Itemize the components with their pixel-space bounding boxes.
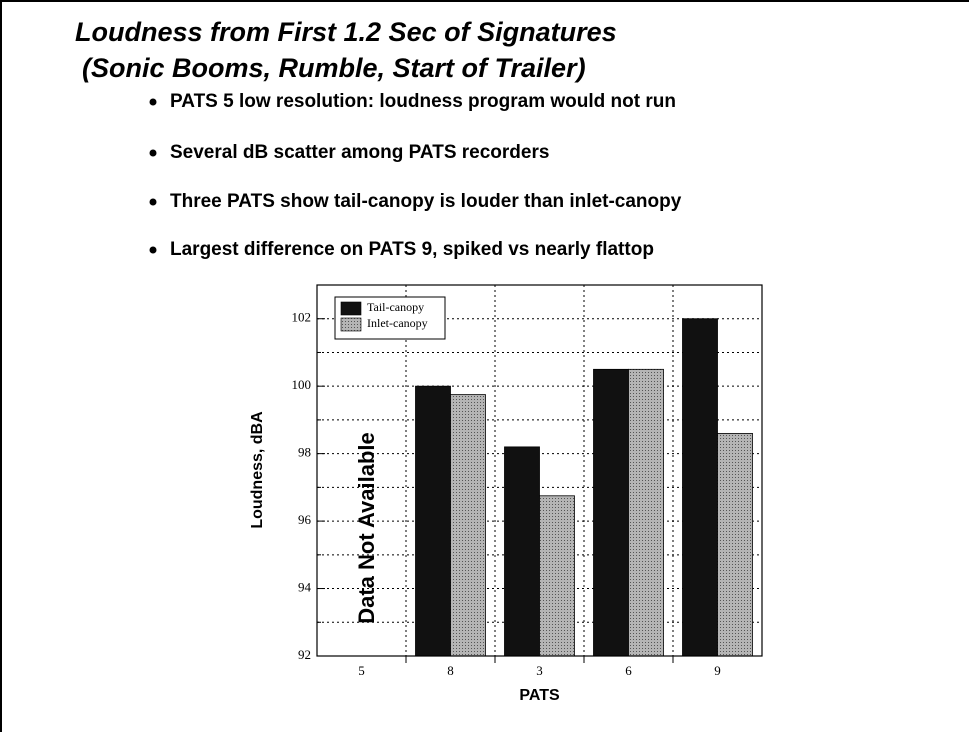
bullet-dot: [149, 98, 157, 106]
bar: [504, 446, 540, 657]
y-tick-label: 98: [298, 445, 311, 460]
y-tick-label: 100: [292, 377, 312, 392]
x-tick-label: 9: [714, 663, 721, 678]
bar: [450, 394, 486, 657]
y-tick-label: 96: [298, 512, 312, 527]
x-tick-label: 6: [625, 663, 632, 678]
x-tick-label: 3: [536, 663, 543, 678]
bullet-text: Several dB scatter among PATS recorders: [170, 142, 549, 163]
bullet-text: Three PATS show tail-canopy is louder th…: [170, 191, 682, 212]
plot-frame: [316, 284, 763, 657]
y-axis-label: Loudness, dBA: [249, 411, 266, 529]
bullet-text: Largest difference on PATS 9, spiked vs …: [170, 239, 654, 260]
bullet-dot: [149, 198, 157, 206]
bullet-dot: [149, 246, 157, 254]
bar: [415, 385, 451, 657]
y-tick-label: 92: [298, 647, 311, 662]
legend-swatch: [340, 317, 362, 332]
annotation: Data Not Available: [354, 432, 379, 624]
y-tick-label: 102: [292, 310, 312, 325]
legend-swatch: [340, 301, 362, 316]
x-axis-label: PATS: [519, 687, 560, 704]
x-tick-label: 5: [358, 663, 365, 678]
bar: [717, 432, 753, 657]
x-tick-label: 8: [447, 663, 454, 678]
bullet-dot: [149, 149, 157, 157]
legend-label: Inlet-canopy: [367, 316, 428, 330]
bar: [682, 318, 718, 657]
bullet-text: PATS 5 low resolution: loudness program …: [170, 91, 676, 112]
bar: [593, 368, 629, 657]
y-tick-label: 94: [298, 580, 312, 595]
bar: [539, 495, 575, 657]
legend-label: Tail-canopy: [367, 300, 424, 314]
title-line: Loudness from First 1.2 Sec of Signature…: [75, 17, 617, 47]
bar: [628, 368, 664, 657]
title-line: (Sonic Booms, Rumble, Start of Trailer): [82, 53, 586, 83]
